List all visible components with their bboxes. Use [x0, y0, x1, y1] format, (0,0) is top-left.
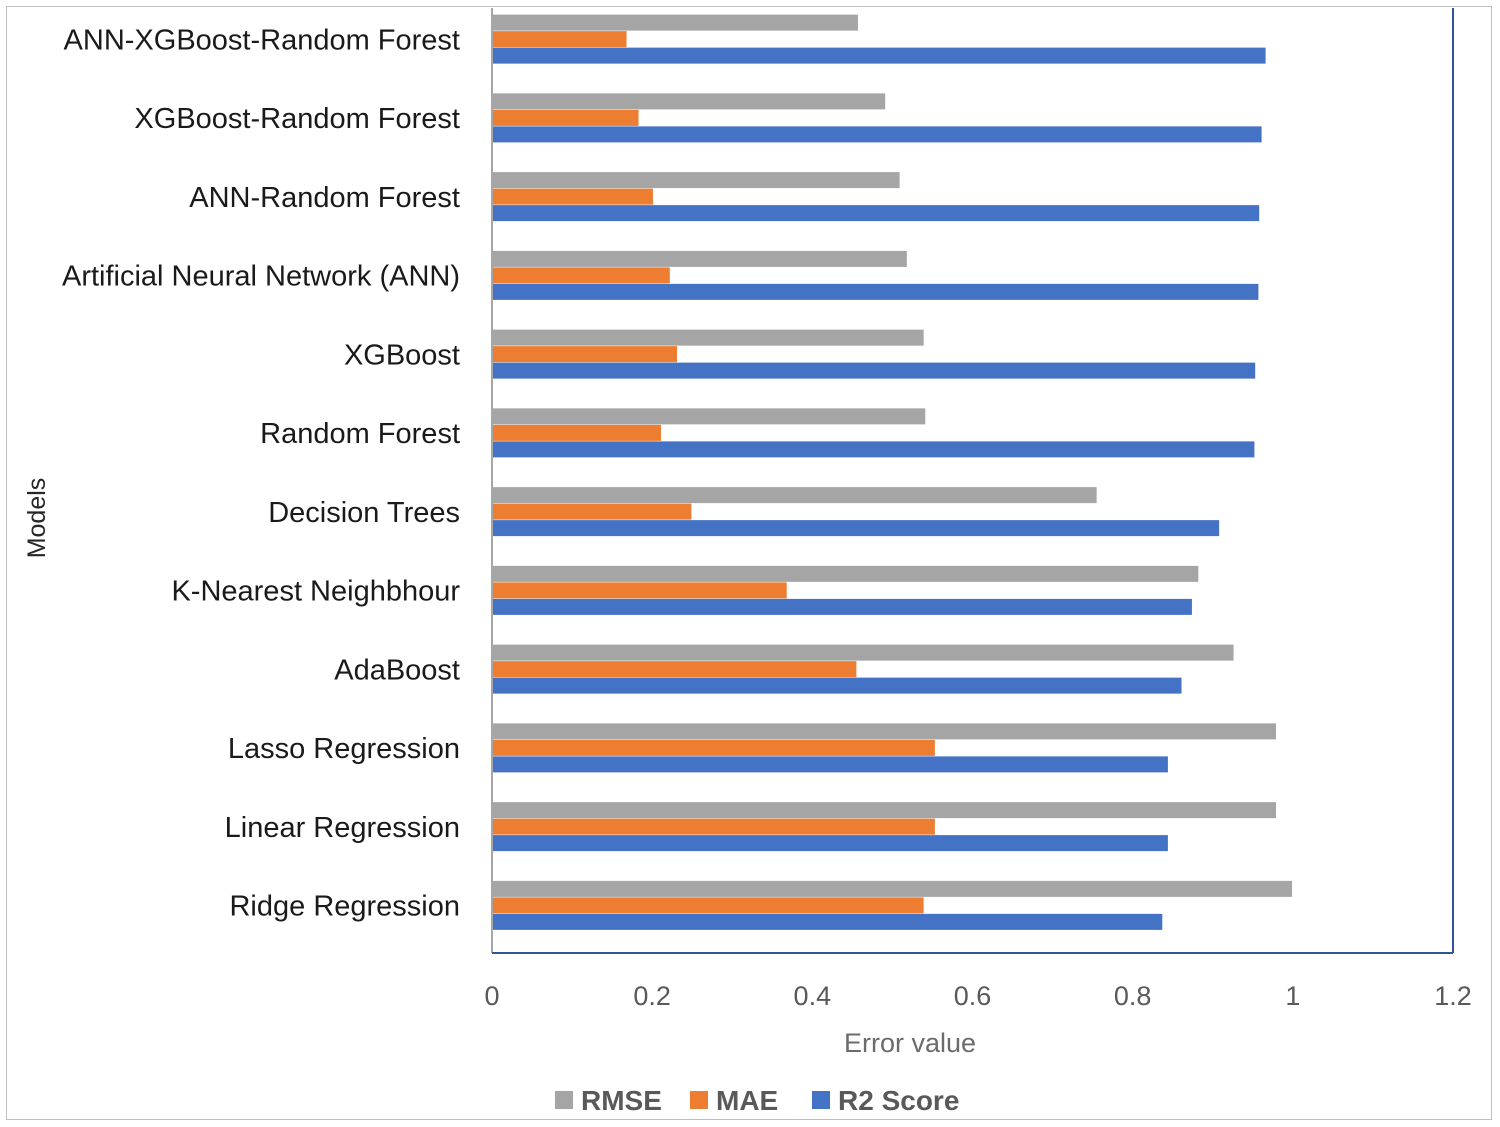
bar-rmse-ann-xgboost-random-forest: [493, 14, 858, 31]
bar-r2-score-xgboost-random-forest: [493, 126, 1262, 143]
bar-r2-score-linear-regression: [493, 835, 1168, 852]
x-tick-label-0-8: 0.8: [1114, 981, 1152, 1011]
x-axis-title: Error value: [844, 1028, 976, 1058]
bar-mae-xgboost: [493, 346, 677, 363]
bar-r2-score-ridge-regression: [493, 913, 1163, 930]
category-labels: ANN-XGBoost-Random Forest XGBoost-Random …: [62, 24, 460, 922]
bar-mae-ann-random-forest: [493, 188, 653, 205]
bar-mae-random-forest: [493, 424, 661, 441]
category-label-linear-regression: Linear Regression: [225, 812, 460, 844]
bar-rmse-decision-trees: [493, 487, 1097, 504]
bar-mae-artificial-neural-network-ann: [493, 267, 670, 284]
legend-label-r2-score: R2 Score: [838, 1085, 959, 1116]
bar-mae-lasso-regression: [493, 739, 935, 756]
bar-r2-score-decision-trees: [493, 520, 1220, 537]
y-axis-title: Models: [23, 478, 51, 559]
category-label-random-forest: Random Forest: [260, 418, 460, 450]
x-tick-label-0-6: 0.6: [954, 981, 992, 1011]
bar-r2-score-random-forest: [493, 441, 1255, 458]
bar-mae-k-nearest-neighbhour: [493, 582, 787, 599]
legend-label-rmse: RMSE: [581, 1085, 662, 1116]
x-tick-label-1: 1: [1285, 981, 1300, 1011]
legend-swatch-mae: [690, 1091, 708, 1109]
chart-frame: [6, 6, 1492, 1120]
x-tick-label-1-2: 1.2: [1434, 981, 1472, 1011]
category-label-lasso-regression: Lasso Regression: [228, 733, 460, 765]
bar-r2-score-adaboost: [493, 677, 1182, 694]
x-tick-labels: 0 0.2 0.4 0.6 0.8 1 1.2: [484, 981, 1471, 1011]
bar-rmse-lasso-regression: [493, 723, 1277, 740]
category-label-k-nearest-neighbhour: K-Nearest Neighbhour: [171, 576, 460, 608]
legend: RMSE MAE R2 Score: [555, 1085, 959, 1116]
bar-mae-ridge-regression: [493, 897, 924, 914]
bar-r2-score-k-nearest-neighbhour: [493, 598, 1192, 615]
bar-r2-score-ann-random-forest: [493, 205, 1260, 222]
x-tick-label-0: 0: [484, 981, 499, 1011]
x-tick-label-0-2: 0.2: [633, 981, 671, 1011]
bar-rmse-random-forest: [493, 408, 926, 425]
bar-mae-ann-xgboost-random-forest: [493, 31, 627, 48]
bar-rmse-linear-regression: [493, 802, 1277, 819]
bar-rmse-xgboost-random-forest: [493, 93, 886, 110]
bar-rmse-xgboost: [493, 329, 924, 346]
plot-border-group: [491, 8, 1454, 954]
bars-group: [493, 14, 1293, 930]
bar-r2-score-lasso-regression: [493, 756, 1168, 773]
bar-mae-decision-trees: [493, 503, 692, 520]
legend-label-mae: MAE: [716, 1085, 778, 1116]
x-tick-label-0-4: 0.4: [794, 981, 832, 1011]
bar-rmse-adaboost: [493, 644, 1234, 661]
category-label-ridge-regression: Ridge Regression: [229, 891, 460, 923]
legend-swatch-r2-score: [812, 1091, 830, 1109]
category-label-artificial-neural-network-ann: Artificial Neural Network (ANN): [62, 261, 460, 293]
bar-rmse-artificial-neural-network-ann: [493, 250, 907, 267]
bar-rmse-ridge-regression: [493, 880, 1293, 897]
category-label-ann-random-forest: ANN-Random Forest: [189, 182, 460, 214]
bar-rmse-k-nearest-neighbhour: [493, 565, 1199, 582]
bar-rmse-ann-random-forest: [493, 172, 900, 189]
legend-swatch-rmse: [555, 1091, 573, 1109]
category-label-ann-xgboost-random-forest: ANN-XGBoost-Random Forest: [64, 24, 460, 56]
category-label-adaboost: AdaBoost: [334, 654, 460, 686]
bar-r2-score-ann-xgboost-random-forest: [493, 47, 1266, 64]
bar-mae-adaboost: [493, 661, 857, 678]
category-label-xgboost: XGBoost: [344, 339, 460, 371]
bar-r2-score-artificial-neural-network-ann: [493, 283, 1259, 300]
bar-mae-xgboost-random-forest: [493, 109, 639, 126]
category-label-xgboost-random-forest: XGBoost-Random Forest: [134, 103, 460, 135]
bar-mae-linear-regression: [493, 818, 935, 835]
category-label-decision-trees: Decision Trees: [268, 497, 460, 529]
bar-r2-score-xgboost: [493, 362, 1256, 379]
